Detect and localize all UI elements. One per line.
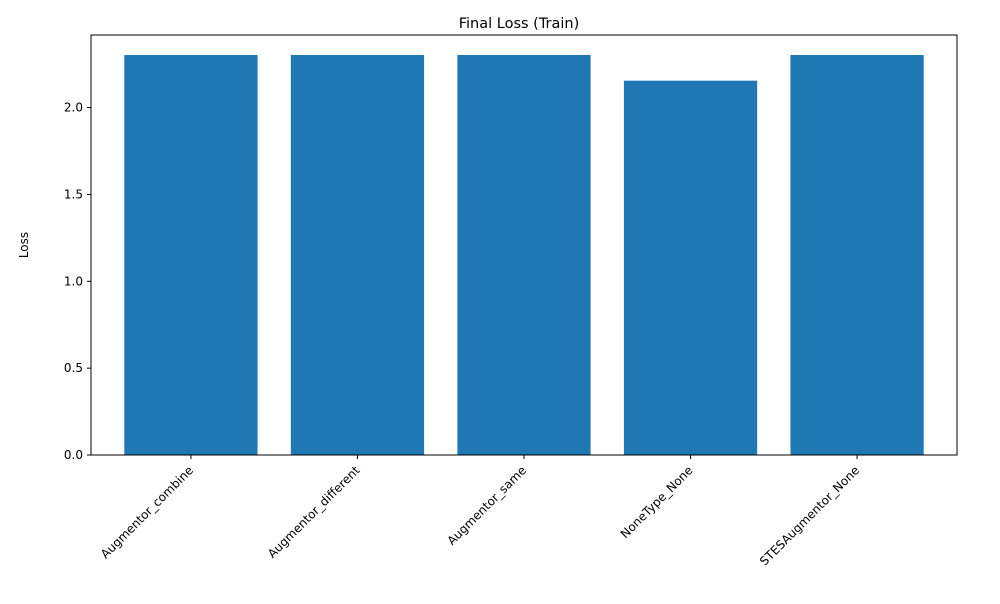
plot-area-frame [90, 34, 958, 456]
y-tick-label: 2.0 [64, 101, 83, 115]
bar-Augmentor_combine [124, 54, 258, 455]
y-tick-label: 0.5 [64, 361, 83, 375]
x-tick-label: NoneType_None [618, 463, 696, 541]
bar-STESAugmentor_None [790, 54, 924, 455]
x-axis-ticks: Augmentor_combine Augmentor_different Augm… [98, 455, 862, 568]
bar-Augmentor_same [457, 54, 591, 455]
chart-title: Final Loss (Train) [459, 16, 580, 32]
bars-group [124, 54, 924, 456]
bar-Augmentor_different [290, 54, 425, 455]
y-axis-label: Loss [17, 232, 31, 258]
x-tick-label: Augmentor_same [444, 463, 529, 548]
x-tick-label: Augmentor_different [265, 463, 363, 561]
x-tick-label: Augmentor_combine [98, 463, 196, 561]
y-tick-label: 0.0 [64, 448, 83, 462]
x-tick-label: STESAugmentor_None [757, 463, 862, 568]
bar-NoneType_None [623, 80, 758, 456]
y-tick-label: 1.5 [64, 187, 83, 201]
y-tick-label: 1.0 [64, 274, 83, 288]
y-axis-ticks: 0.0 0.5 1.0 1.5 2.0 [64, 101, 91, 462]
